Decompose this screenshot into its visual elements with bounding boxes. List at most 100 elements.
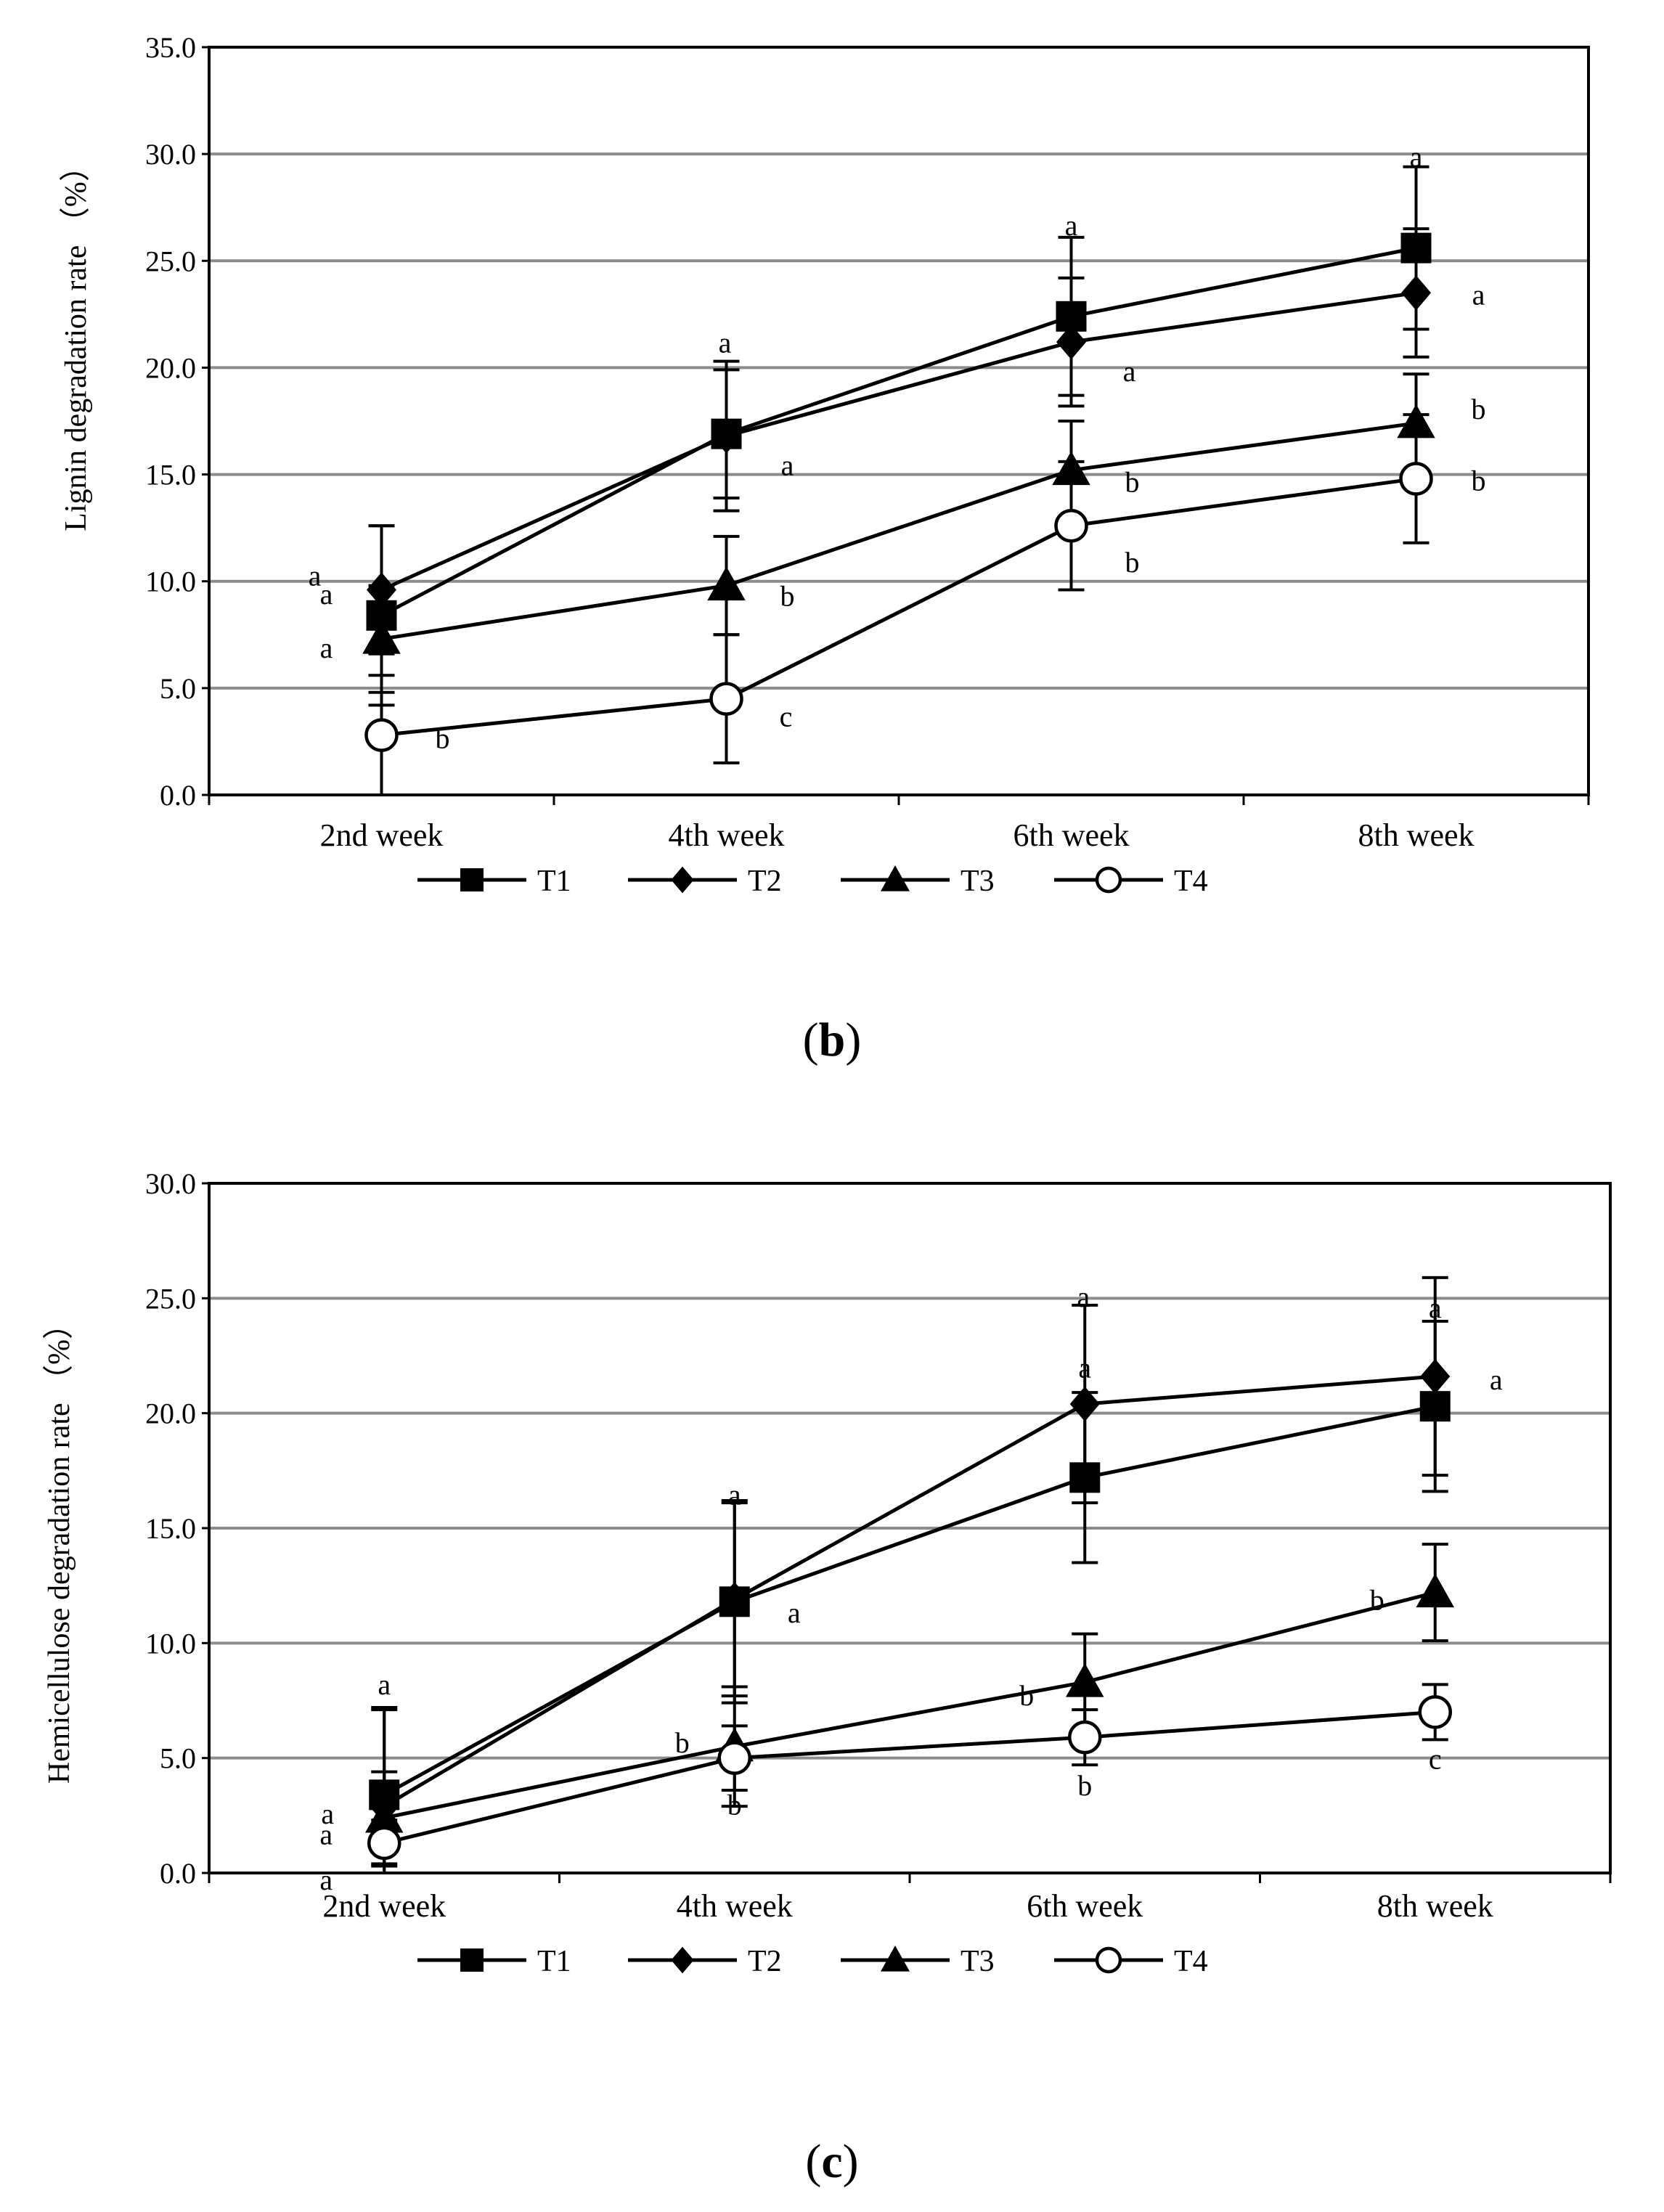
- sig-letter-c-T3-1: b: [675, 1726, 690, 1759]
- ytick-label-c-3: 15.0: [145, 1512, 196, 1545]
- point-b-T3-2: [1052, 451, 1090, 486]
- legend-marker-b-T2: [671, 866, 694, 894]
- sig-letter-c-T2-1: a: [788, 1596, 801, 1629]
- legend-marker-c-T3: [881, 1946, 910, 1972]
- point-c-T3-2: [1066, 1662, 1104, 1697]
- xtick-label-c-0: 2nd week: [322, 1888, 446, 1924]
- sig-letter-c-T1-2: a: [1078, 1351, 1091, 1384]
- legend-label-c-T3: T3: [961, 1945, 995, 1978]
- legend-label-c-T4: T4: [1174, 1945, 1208, 1978]
- legend-label-c-T1: T1: [537, 1945, 571, 1978]
- sig-letter-c-T1-1: a: [728, 1478, 741, 1511]
- point-b-T3-1: [707, 566, 746, 601]
- sig-letter-b-T1-1: a: [719, 327, 732, 359]
- ytick-label-b-5: 25.0: [145, 245, 196, 277]
- point-c-T1-2: [1069, 1462, 1101, 1493]
- point-b-T4-2: [1054, 508, 1088, 543]
- ytick-label-c-4: 20.0: [145, 1397, 196, 1430]
- ylabel-c: Hemicellulose degradation rate （%）: [43, 1309, 76, 1784]
- point-b-T3-3: [1397, 404, 1435, 438]
- ylabel-b: Lignin degradation rate （%）: [60, 151, 93, 531]
- point-b-T3-0: [362, 619, 401, 654]
- ytick-label-c-5: 25.0: [145, 1282, 196, 1315]
- chart-c: 0.0 5.0 10.0 15.0 20.0 25.0 30.0 2nd week 4th we…: [43, 1167, 1612, 1978]
- legend-label-b-T3: T3: [961, 865, 995, 898]
- sig-letter-b-T1-3: a: [1410, 141, 1423, 174]
- sig-letter-b-T2-3: a: [1472, 278, 1485, 311]
- sig-letter-b-T4-3: b: [1472, 464, 1486, 497]
- ytick-label-c-1: 5.0: [160, 1742, 196, 1775]
- sig-letter-b-T3-3: b: [1472, 393, 1486, 425]
- legend-label-c-T2: T2: [748, 1945, 782, 1978]
- series-line-c-T1: [383, 1404, 1436, 1797]
- ytick-label-b-6: 30.0: [145, 138, 196, 171]
- legend-marker-c-T2: [671, 1946, 694, 1974]
- point-b-T4-0: [364, 718, 399, 752]
- sig-letter-c-T4-3: c: [1429, 1742, 1442, 1775]
- point-b-T2-2: [1056, 324, 1087, 360]
- sig-letter-c-T3-2: b: [1019, 1679, 1034, 1712]
- sig-letter-b-T4-2: b: [1125, 546, 1140, 579]
- series-line-b-T4: [381, 476, 1416, 738]
- sig-letter-b-T3-0: a: [320, 632, 333, 664]
- legend-marker-b-T1: [460, 868, 484, 891]
- point-c-T4-2: [1068, 1720, 1102, 1755]
- series-line-b-T3: [381, 421, 1416, 641]
- sig-letter-c-T2-3: a: [1490, 1363, 1503, 1396]
- legend-label-b-T1: T1: [537, 865, 571, 898]
- ytick-label-c-0: 0.0: [160, 1857, 196, 1890]
- panel-label-b-close: ): [845, 1013, 862, 1066]
- series-line-b-T1: [380, 246, 1416, 618]
- xtick-label-b-2: 6th week: [1013, 817, 1129, 853]
- sig-letter-b-T2-1: a: [781, 449, 794, 482]
- sig-letter-b-T3-1: b: [780, 580, 795, 613]
- sig-letter-c-T4-0: a: [319, 1864, 333, 1896]
- point-c-T1-3: [1419, 1391, 1451, 1422]
- point-c-T3-3: [1416, 1573, 1454, 1608]
- sig-letter-b-T3-2: b: [1125, 466, 1140, 499]
- panel-label-c-letter: c: [821, 2135, 843, 2188]
- ytick-label-b-4: 20.0: [145, 351, 196, 384]
- point-c-T4-1: [717, 1741, 751, 1775]
- sig-letter-c-T4-2: b: [1077, 1769, 1092, 1802]
- sig-letter-b-T2-0: a: [309, 559, 322, 592]
- legend-label-b-T4: T4: [1174, 865, 1208, 898]
- legend-marker-b-T3: [881, 865, 910, 891]
- point-b-T2-0: [366, 572, 397, 608]
- point-c-T4-3: [1418, 1695, 1452, 1729]
- xtick-label-b-3: 8th week: [1358, 817, 1474, 853]
- panel-label-b-open: (: [802, 1013, 819, 1066]
- point-b-T2-3: [1400, 275, 1432, 311]
- panel-label-b: (b): [0, 1013, 1664, 1068]
- ytick-label-b-3: 15.0: [145, 459, 196, 491]
- ytick-label-b-0: 0.0: [160, 779, 196, 812]
- xtick-label-c-1: 4th week: [677, 1888, 793, 1924]
- sig-letter-b-T4-0: b: [436, 722, 450, 755]
- sig-letter-c-T1-3: a: [1429, 1291, 1442, 1324]
- xtick-label-b-0: 2nd week: [320, 817, 444, 853]
- series-line-c-T3: [383, 1591, 1436, 1820]
- sig-letter-b-T1-2: a: [1065, 209, 1078, 242]
- chart-b: 0.0 5.0 10.0 15.0 20.0 25.0 30.0 35.0 2nd week 4t…: [60, 31, 1590, 898]
- xtick-label-c-3: 8th week: [1377, 1888, 1493, 1924]
- point-b-T4-1: [709, 682, 743, 716]
- panel-label-c-close: ): [842, 2135, 859, 2188]
- xtick-label-b-1: 4th week: [668, 817, 784, 853]
- point-c-T2-1: [719, 1582, 750, 1617]
- sig-letter-c-T3-3: b: [1370, 1584, 1384, 1617]
- panel-label-b-letter: b: [818, 1013, 846, 1066]
- panel-label-c: (c): [0, 2134, 1664, 2189]
- sig-letter-c-T1-0: a: [319, 1818, 333, 1850]
- plot-frame-b: [208, 46, 1590, 796]
- series-line-c-T2: [383, 1374, 1435, 1808]
- sig-letter-c-T2-0: a: [378, 1668, 391, 1701]
- ytick-label-b-2: 10.0: [145, 566, 196, 598]
- point-b-T4-3: [1399, 462, 1433, 496]
- legend-marker-c-T4: [1095, 1946, 1122, 1974]
- point-b-T2-1: [711, 418, 742, 454]
- legend-marker-b-T4: [1095, 866, 1122, 894]
- sig-letter-c-T3-0: a: [321, 1797, 334, 1830]
- point-c-T2-3: [1420, 1358, 1451, 1395]
- xtick-label-c-2: 6th week: [1027, 1888, 1143, 1924]
